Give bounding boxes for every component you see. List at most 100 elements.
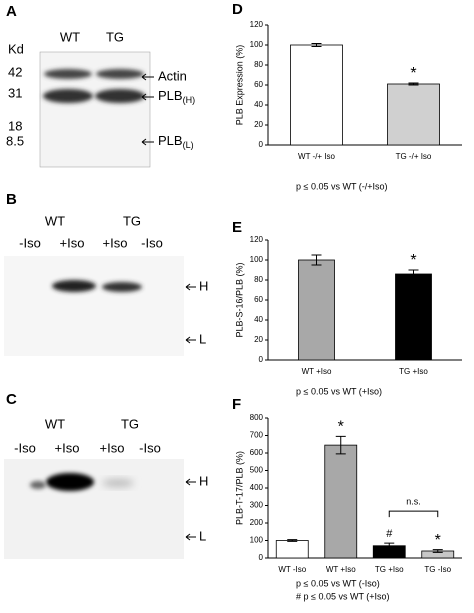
note: p ≤ 0.05 vs WT (+Iso) [296,386,382,396]
lane-label: +Iso [100,440,125,455]
lane-label: +Iso [60,235,85,250]
bar [324,444,358,559]
y-tick-label: 120 [250,20,264,29]
y-tick-label: 0 [259,140,264,149]
y-axis-title: PLB-S-16/PLB (%) [234,262,244,337]
panel-label: E [232,219,242,236]
bar [298,259,335,361]
y-tick-label: 200 [250,518,264,527]
lane-label: -Iso [14,440,36,455]
group-label: WT [60,29,80,44]
y-tick-label: 100 [250,536,264,545]
annotation: * [410,65,416,82]
note: p ≤ 0.05 vs WT (-Iso) [296,578,380,588]
lane-label: -Iso [139,440,161,455]
band-label: PLB(L) [158,133,194,150]
error-bar [311,43,322,47]
x-tick-label: TG +Iso [399,367,428,376]
lane-label: +Iso [55,440,80,455]
blot-c: C WT TG -Iso +Iso +Iso -Iso H L [4,391,208,559]
unit-label: Kd [8,41,24,56]
annotation: # [386,528,393,540]
y-tick-label: 100 [250,255,264,264]
group-label: TG [106,29,124,44]
size-label: 18 [8,118,22,133]
lane-label: -Iso [19,235,41,250]
size-label: 42 [8,64,22,79]
bracket-label: n.s. [406,497,421,507]
y-tick-label: 100 [250,40,264,49]
band [30,481,46,489]
error-bar [408,82,419,86]
error-bar [432,549,443,553]
y-tick-label: 80 [254,275,263,284]
band [44,69,92,79]
error-bar [408,269,419,279]
band [102,479,134,487]
band-label: Actin [158,68,187,83]
band [96,69,144,79]
x-tick-label: WT -/+ Iso [298,152,336,161]
arrow [185,283,196,291]
y-tick-label: 60 [254,80,263,89]
bar [387,83,440,146]
band [102,282,142,292]
x-tick-label: TG -/+ Iso [396,152,432,161]
annotation: * [338,419,344,436]
size-label: 8.5 [6,133,24,148]
size-label: 31 [8,85,22,100]
y-tick-label: 40 [254,315,263,324]
bracket [388,510,439,518]
band-label: PLB(H) [158,88,195,105]
panel-label: B [6,191,17,208]
band [95,89,145,103]
x-tick-label: TG -Iso [424,565,451,574]
panel-label: A [6,3,17,20]
blot-a: A Kd 42 31 18 8.5 WT TG Actin PLB(H) PLB… [6,3,195,168]
x-tick-label: WT -Iso [278,565,306,574]
panel-label: F [232,396,241,413]
band-label-main: PLB [158,88,183,103]
group-label: WT [45,416,65,431]
band-label: L [199,528,206,543]
arrow [141,93,154,101]
y-tick-label: 800 [250,413,264,422]
y-axis-title: PLB-T-17/PLB (%) [234,451,244,525]
blot-membrane [4,256,184,356]
band [43,89,93,103]
note: p ≤ 0.05 vs WT (-/+Iso) [296,181,388,191]
y-tick-label: 60 [254,295,263,304]
band [46,473,94,491]
arrow [185,336,196,344]
group-label: TG [121,416,139,431]
y-tick-label: 700 [250,431,264,440]
error-bar [311,254,322,266]
y-tick-label: 20 [254,120,263,129]
error-bar [287,539,298,542]
x-tick-label: TG +Iso [375,565,404,574]
arrow [141,138,154,146]
bar [275,540,309,559]
band [52,280,96,292]
panel-label: C [6,391,17,408]
band-label-sub: (L) [183,140,194,150]
band-label: L [199,331,206,346]
bar [290,44,343,146]
blot-membrane [39,51,151,168]
panel-label: D [232,1,243,18]
y-tick-label: 40 [254,100,263,109]
arrow [185,533,196,541]
band-label: H [199,278,208,293]
y-tick-label: 120 [250,235,264,244]
y-tick-label: 600 [250,448,264,457]
y-tick-label: 80 [254,60,263,69]
band-label: H [199,473,208,488]
group-label: TG [123,213,141,228]
band-label-main: PLB [158,133,183,148]
y-tick-label: 500 [250,466,264,475]
lane-label: -Iso [141,235,163,250]
y-tick-label: 300 [250,501,264,510]
lane-label: +Iso [103,235,128,250]
arrow [185,478,196,486]
